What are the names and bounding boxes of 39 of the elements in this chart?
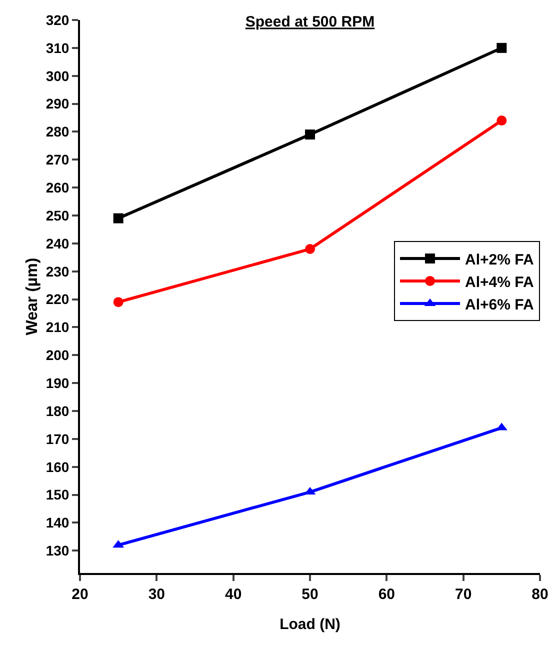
point — [305, 244, 315, 254]
chart-title: Speed at 500 RPM — [245, 14, 375, 31]
legend-label: Al+6% FA — [465, 296, 534, 314]
y-tick-label: 240 — [46, 235, 70, 252]
y-tick-label: 280 — [46, 124, 70, 140]
x-tick-label: 80 — [532, 586, 548, 603]
x-tick-label: 70 — [454, 586, 472, 603]
y-tick-label: 310 — [46, 40, 70, 56]
x-axis-title: Load (N) — [280, 616, 340, 633]
x-tick-label: 20 — [72, 586, 88, 603]
y-tick-label: 170 — [46, 430, 70, 447]
y-tick-label: 150 — [46, 486, 70, 503]
point — [305, 130, 315, 140]
y-tick-label: 130 — [46, 542, 70, 559]
point — [113, 297, 124, 308]
y-tick-label: 300 — [46, 68, 70, 84]
point — [496, 42, 507, 53]
y-tick-label: 320 — [46, 12, 70, 28]
y-tick-label: 220 — [46, 291, 70, 308]
y-tick-label: 210 — [46, 319, 70, 336]
x-tick-label: 40 — [224, 586, 242, 603]
y-axis-title: Wear (µm) — [24, 258, 41, 336]
y-tick-label: 140 — [46, 514, 70, 531]
y-tick-label: 190 — [46, 374, 70, 391]
legend-label: Al+4% FA — [465, 274, 534, 291]
point — [496, 116, 507, 126]
y-tick-label: 180 — [46, 402, 70, 419]
y-tick-label: 270 — [46, 152, 70, 168]
y-tick-label: 160 — [46, 458, 70, 475]
y-tick-label: 290 — [46, 96, 70, 112]
y-tick-label: 200 — [46, 347, 70, 364]
x-tick-label: 60 — [378, 586, 396, 603]
y-tick-label: 230 — [46, 263, 70, 280]
x-tick-label: 30 — [148, 586, 166, 603]
legend-label: Al+2% FA — [465, 251, 534, 268]
point — [113, 213, 124, 224]
y-tick-label: 260 — [46, 179, 70, 196]
y-tick-label: 250 — [46, 207, 70, 224]
x-tick-label: 50 — [302, 586, 318, 603]
